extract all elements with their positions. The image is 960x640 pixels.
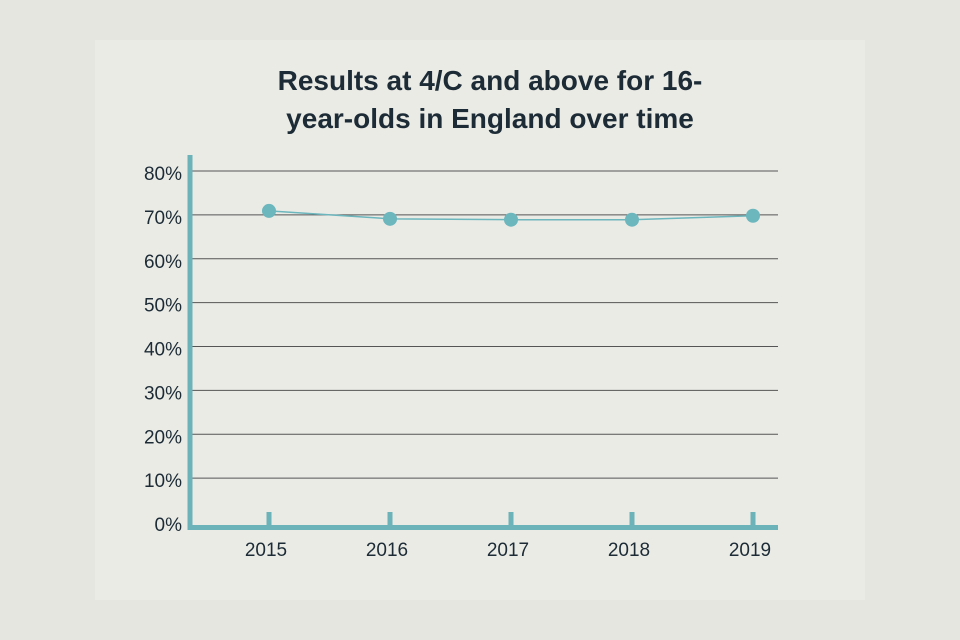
x-tick-label: 2016: [366, 540, 408, 561]
x-tick-label: 2018: [608, 540, 650, 561]
y-tick-label: 60%: [144, 252, 182, 273]
y-tick-label: 30%: [144, 383, 182, 404]
data-point: [383, 211, 397, 226]
data-point: [746, 208, 760, 223]
y-tick-label: 40%: [144, 340, 182, 361]
y-tick-label: 50%: [144, 296, 182, 317]
x-tick-label: 2015: [245, 540, 287, 561]
data-point: [625, 212, 639, 227]
y-tick-label: 70%: [144, 208, 182, 229]
data-point: [504, 212, 518, 227]
y-tick-label: 10%: [144, 471, 182, 492]
chart-panel: [95, 40, 865, 600]
y-tick-label: 0%: [155, 515, 183, 536]
y-tick-label: 80%: [144, 164, 182, 185]
x-tick-label: 2017: [487, 540, 529, 561]
data-point: [262, 203, 276, 218]
y-tick-label: 20%: [144, 427, 182, 448]
chart-title: Results at 4/C and above for 16-year-old…: [277, 65, 703, 134]
x-tick-label: 2019: [729, 540, 771, 561]
